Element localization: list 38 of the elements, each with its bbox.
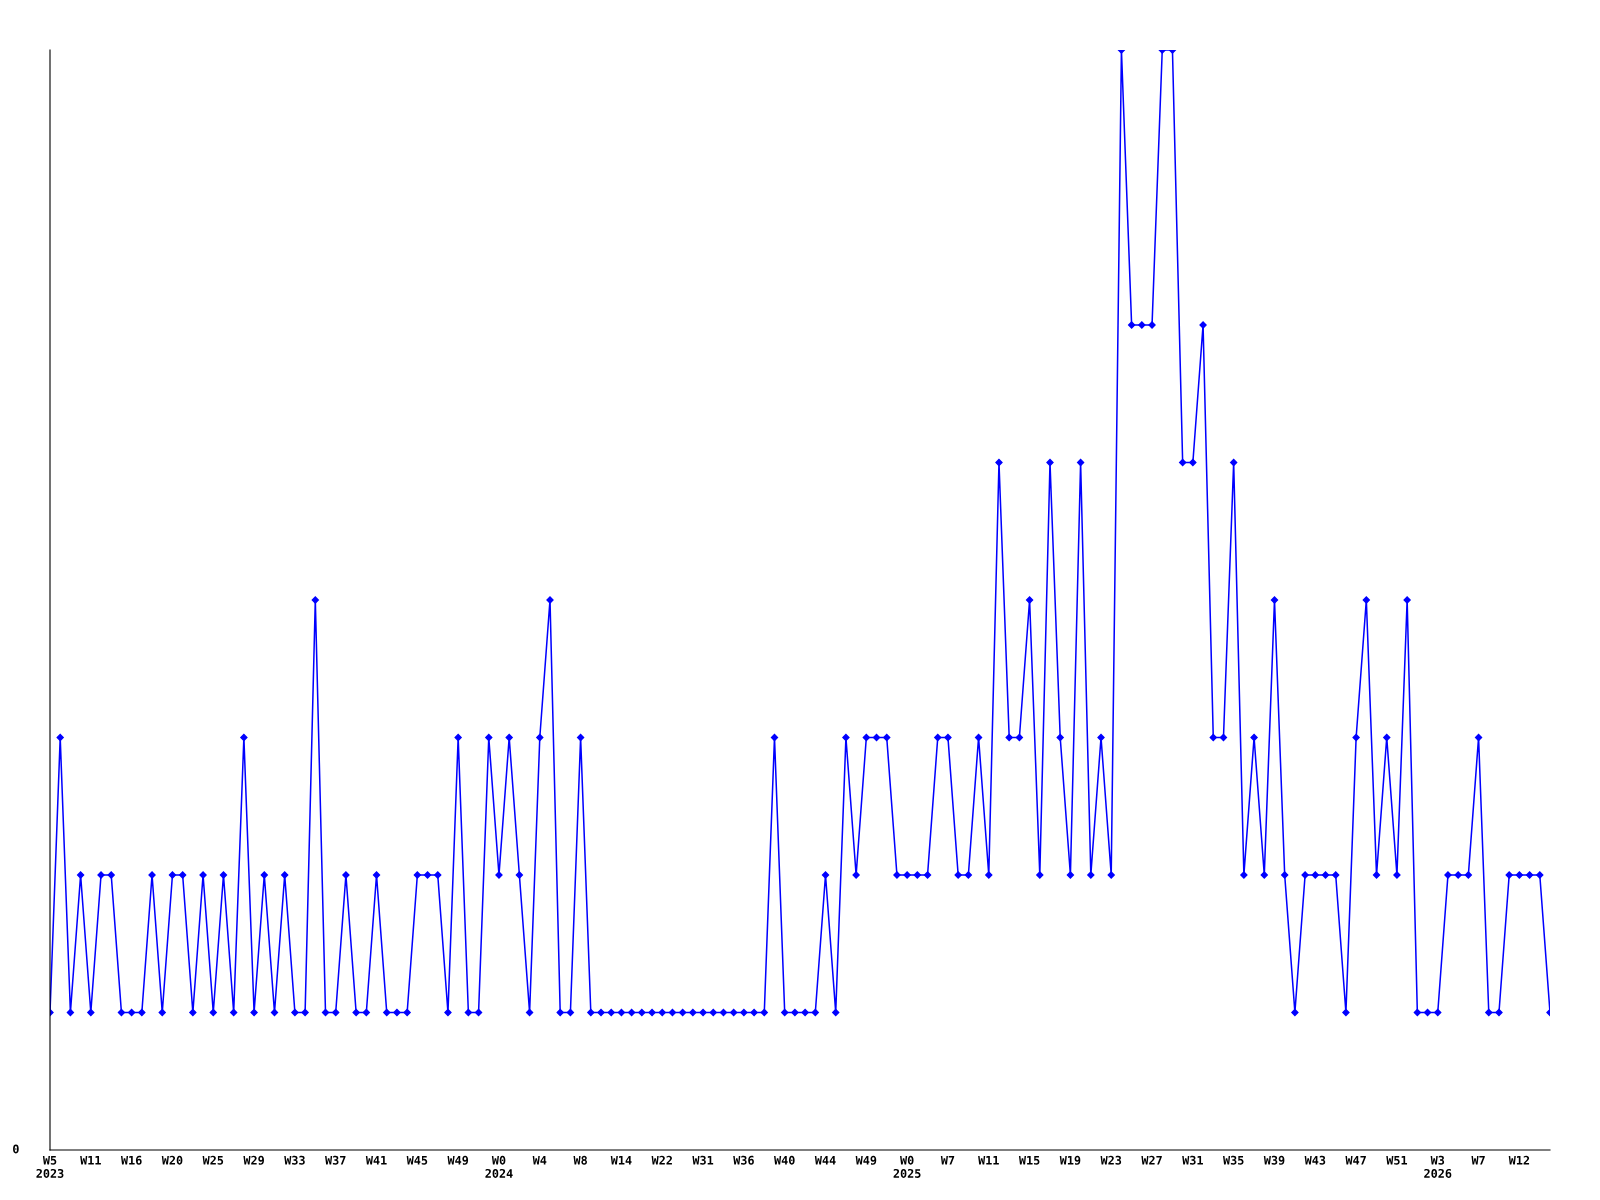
x-tick-label: W49 [855, 1155, 877, 1165]
x-tick-label: W11 [978, 1155, 999, 1165]
x-tick-label: W25 [202, 1155, 224, 1165]
x-tick-label: W31 [1182, 1155, 1203, 1165]
x-tick-label: W39 [1263, 1155, 1285, 1165]
x-tick-label: W51 [1386, 1155, 1408, 1165]
x-tick-label: W31 [692, 1155, 714, 1165]
x-tick-label: W41 [365, 1155, 387, 1165]
x-tick-label: W0 2025 [893, 1155, 921, 1178]
x-tick-label: W36 [733, 1155, 754, 1165]
x-tick-label: W40 [774, 1155, 795, 1165]
x-tick-label: W29 [243, 1155, 264, 1165]
x-tick-label: W45 [406, 1155, 428, 1165]
x-tick-label: W7 [940, 1155, 955, 1165]
x-tick-label: W11 [80, 1155, 101, 1165]
x-tick-label: W12 [1508, 1155, 1530, 1165]
x-tick-label: W7 [1471, 1155, 1485, 1165]
x-tick-label: W16 [120, 1155, 142, 1165]
x-tick-label: W33 [284, 1155, 305, 1165]
x-tick-label: W15 [1018, 1155, 1040, 1165]
x-tick-label: W0 2024 [485, 1155, 513, 1178]
x-tick-label: W49 [447, 1155, 469, 1165]
x-tick-label: W14 [610, 1155, 632, 1165]
x-tick-label: W8 [573, 1155, 587, 1165]
x-tick-label: W23 [1100, 1155, 1122, 1165]
x-tick-label: W3 2026 [1424, 1155, 1452, 1178]
x-tick-label: W44 [814, 1155, 836, 1165]
x-tick-label: W27 [1141, 1155, 1162, 1165]
x-tick-label: W35 [1223, 1155, 1244, 1165]
text: 0 [13, 1144, 19, 1154]
x-tick-label: W43 [1304, 1155, 1326, 1165]
x-tick-label: W37 [325, 1155, 346, 1165]
x-tick-label: W5 2023 [36, 1155, 64, 1178]
x-tick-label: W19 [1059, 1155, 1081, 1165]
x-tick-label: W22 [651, 1155, 672, 1165]
x-tick-label: W47 [1345, 1155, 1366, 1165]
x-tick-label: W4 [532, 1155, 547, 1165]
x-tick-label: W20 [161, 1155, 183, 1165]
